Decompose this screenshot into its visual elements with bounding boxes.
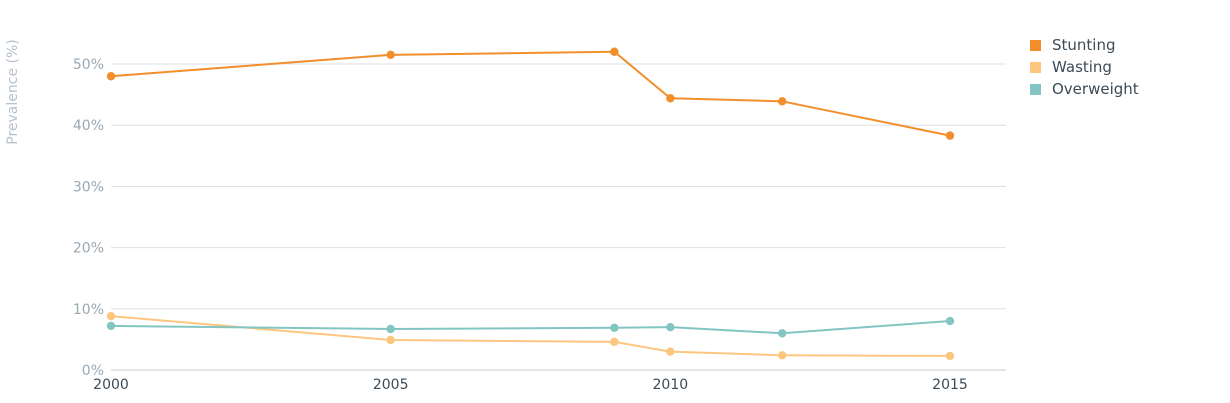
legend-label-overweight: Overweight bbox=[1052, 80, 1139, 98]
data-point-overweight[interactable] bbox=[666, 322, 675, 332]
y-tick-label: 20% bbox=[73, 241, 104, 257]
data-point-overweight[interactable] bbox=[106, 321, 116, 331]
series-line-stunting bbox=[110, 50, 951, 137]
data-point-overweight[interactable] bbox=[778, 329, 787, 338]
data-point-stunting[interactable] bbox=[945, 131, 955, 140]
data-point-overweight[interactable] bbox=[386, 324, 395, 334]
legend-item-stunting[interactable]: Stunting bbox=[1030, 34, 1139, 56]
data-point-wasting[interactable] bbox=[945, 351, 955, 361]
legend-swatch-overweight bbox=[1030, 83, 1041, 95]
x-tick-label: 2005 bbox=[373, 377, 409, 393]
data-point-stunting[interactable] bbox=[610, 47, 619, 56]
x-tick-label: 2015 bbox=[932, 377, 968, 393]
data-point-stunting[interactable] bbox=[106, 72, 116, 81]
y-axis-label: Prevalence (%) bbox=[5, 39, 21, 145]
data-point-wasting[interactable] bbox=[610, 337, 619, 347]
data-point-wasting[interactable] bbox=[778, 351, 787, 360]
data-point-stunting[interactable] bbox=[666, 94, 675, 103]
legend-label-stunting: Stunting bbox=[1052, 36, 1116, 54]
legend-label-wasting: Wasting bbox=[1052, 58, 1112, 76]
data-point-overweight[interactable] bbox=[945, 316, 955, 326]
x-tick-label: 2000 bbox=[93, 377, 129, 393]
legend-swatch-wasting bbox=[1030, 61, 1041, 73]
data-point-overweight[interactable] bbox=[610, 323, 619, 332]
legend-item-wasting[interactable]: Wasting bbox=[1030, 56, 1139, 78]
x-tick-label: 2010 bbox=[653, 377, 689, 393]
data-point-stunting[interactable] bbox=[386, 50, 395, 60]
y-tick-label: 10% bbox=[73, 302, 104, 318]
series-line-wasting bbox=[110, 315, 951, 357]
y-tick-label: 0% bbox=[82, 363, 104, 379]
data-point-wasting[interactable] bbox=[666, 347, 675, 356]
data-point-stunting[interactable] bbox=[778, 97, 787, 106]
y-tick-label: 30% bbox=[73, 179, 104, 195]
y-tick-label: 40% bbox=[73, 118, 104, 134]
y-tick-label: 50% bbox=[73, 57, 104, 73]
legend: Stunting Wasting Overweight bbox=[1030, 34, 1139, 100]
legend-swatch-stunting bbox=[1030, 39, 1041, 51]
legend-item-overweight[interactable]: Overweight bbox=[1030, 78, 1139, 100]
series-line-overweight bbox=[110, 320, 951, 335]
data-point-wasting[interactable] bbox=[106, 311, 116, 321]
data-point-wasting[interactable] bbox=[386, 335, 395, 345]
